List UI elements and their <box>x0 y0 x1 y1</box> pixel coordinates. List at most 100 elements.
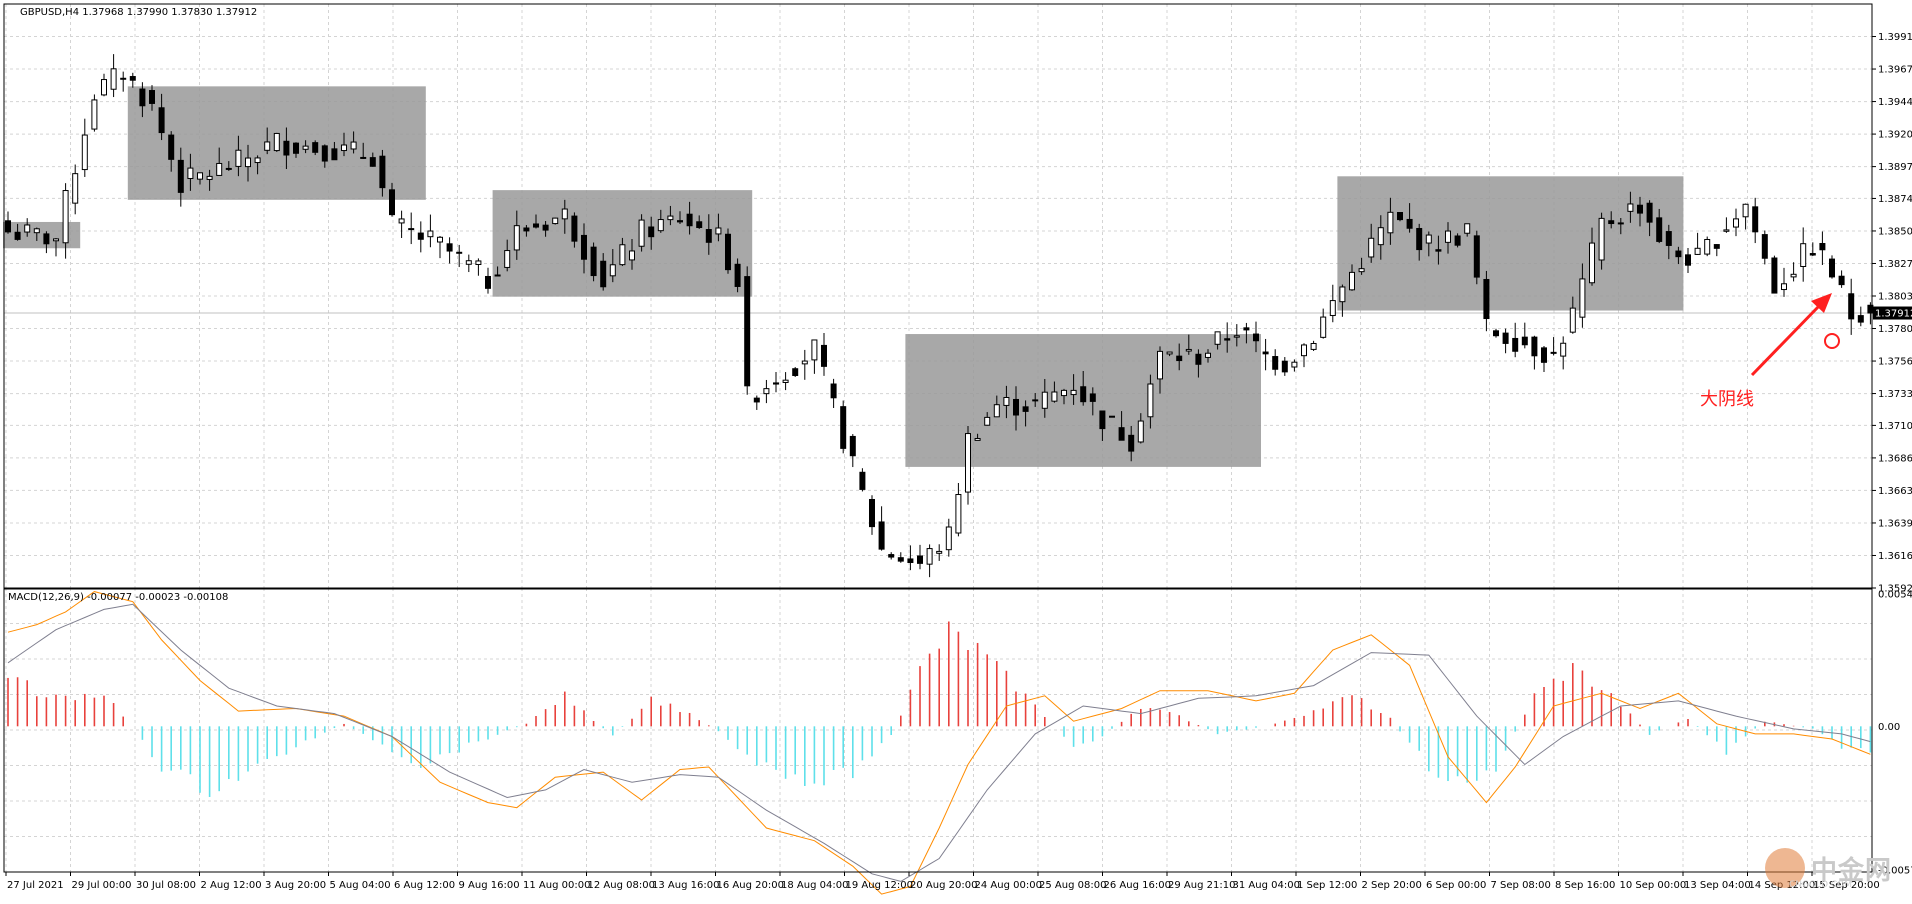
price-tick-label: 1.38505 <box>1878 226 1912 237</box>
candle-body <box>331 148 338 161</box>
candle-body <box>523 227 530 232</box>
candle-body <box>129 76 136 81</box>
candle-body <box>321 145 328 162</box>
candle-body <box>1032 399 1039 402</box>
candle-body <box>705 229 712 243</box>
candle-body <box>225 167 232 170</box>
candle-body <box>1800 243 1807 267</box>
candle-body <box>1464 223 1471 234</box>
candle-body <box>14 231 21 240</box>
candle-body <box>312 142 319 153</box>
time-tick-label: 13 Sep 04:00 <box>1684 880 1751 891</box>
macd-tick-label: 0.00 <box>1878 722 1900 733</box>
candle-body <box>561 208 568 220</box>
candle-body <box>744 276 751 387</box>
candle-body <box>686 213 693 227</box>
candle-body <box>110 68 117 90</box>
candle-body <box>1560 342 1567 357</box>
consolidation-box <box>3 221 81 249</box>
annotation-arrow-shaft <box>1750 303 1822 377</box>
candle-body <box>629 250 635 261</box>
candle-body <box>1214 331 1221 345</box>
time-tick-label: 25 Aug 08:00 <box>1039 880 1106 891</box>
candle-body <box>446 243 453 252</box>
candle-body <box>456 251 463 254</box>
candle-body <box>187 167 194 179</box>
candle-body <box>897 557 904 562</box>
price-axis: 1.39910 1.39675 1.39440 1.39205 1.38970 1.387… <box>1872 32 1912 595</box>
candle-body <box>1070 389 1077 396</box>
candle-body <box>1099 410 1106 430</box>
candle-body <box>62 190 69 244</box>
candle-body <box>965 433 971 493</box>
candle-body <box>840 406 847 449</box>
candle-body <box>264 141 271 151</box>
candle-body <box>1483 278 1490 320</box>
time-tick-label: 5 Aug 04:00 <box>330 880 391 891</box>
candle-body <box>878 521 885 550</box>
candle-body <box>619 244 626 266</box>
candle-body <box>1281 360 1288 373</box>
candle-body <box>1665 231 1672 246</box>
candle-body <box>81 134 88 171</box>
candle-body <box>33 228 40 234</box>
candle-body <box>485 275 491 289</box>
candle-body <box>1137 420 1144 443</box>
candle-body <box>417 232 424 240</box>
candle-body <box>465 260 472 265</box>
candle-body <box>1272 356 1279 370</box>
time-tick-label: 11 Aug 00:00 <box>523 880 590 891</box>
candle-body <box>1704 238 1711 255</box>
price-tick-label: 1.36160 <box>1878 551 1912 562</box>
candle-body <box>1857 315 1864 323</box>
annotation-group: 大阴线 <box>1700 293 1840 410</box>
candle-body <box>1752 206 1759 233</box>
candle-body <box>869 498 875 528</box>
candle-body <box>1377 227 1384 246</box>
candle-body <box>1397 212 1403 221</box>
candle-body <box>1080 386 1087 403</box>
candle-body <box>677 220 683 223</box>
candle-body <box>1617 222 1624 225</box>
candle-body <box>1157 350 1163 380</box>
time-tick-label: 7 Sep 08:00 <box>1491 880 1551 891</box>
candle-body <box>43 233 50 245</box>
candle-body <box>849 435 856 457</box>
candle-body <box>1349 271 1355 291</box>
time-tick-label: 2 Sep 20:00 <box>1362 880 1422 891</box>
candle-body <box>1003 397 1010 406</box>
time-tick-label: 18 Aug 04:00 <box>781 880 848 891</box>
time-tick-label: 3 Aug 20:00 <box>265 880 326 891</box>
time-tick-label: 26 Aug 16:00 <box>1104 880 1171 891</box>
candle-body <box>1569 307 1576 333</box>
candle-body <box>1224 338 1231 341</box>
candle-body <box>1781 283 1787 291</box>
candle-body <box>273 132 280 152</box>
candle-body <box>945 526 952 551</box>
candle-body <box>1867 304 1874 314</box>
candle-body <box>955 494 962 534</box>
time-tick-label: 6 Sep 00:00 <box>1426 880 1486 891</box>
price-tick-label: 1.38740 <box>1878 194 1912 205</box>
candle-body <box>1742 203 1749 218</box>
candle-body <box>907 558 914 564</box>
candle-body <box>1454 235 1461 246</box>
time-tick-label: 31 Aug 04:00 <box>1233 880 1300 891</box>
price-tick-label: 1.39440 <box>1878 97 1912 108</box>
candle-body <box>1387 211 1394 234</box>
macd-header: MACD(12,26,9) -0.00077 -0.00023 -0.00108 <box>8 592 228 603</box>
price-tick-label: 1.37800 <box>1878 324 1912 335</box>
candle-body <box>101 79 107 96</box>
candle-body <box>888 554 895 558</box>
candle-body <box>1320 316 1327 338</box>
candle-body <box>1598 217 1605 261</box>
price-tick-label: 1.36395 <box>1878 518 1912 529</box>
price-tick-label: 1.38970 <box>1878 162 1912 173</box>
candle-body <box>1502 332 1509 344</box>
candle-body <box>1262 351 1269 355</box>
candle-body <box>1041 391 1048 409</box>
candle-body <box>1819 242 1826 251</box>
time-tick-label: 29 Jul 00:00 <box>72 880 132 891</box>
